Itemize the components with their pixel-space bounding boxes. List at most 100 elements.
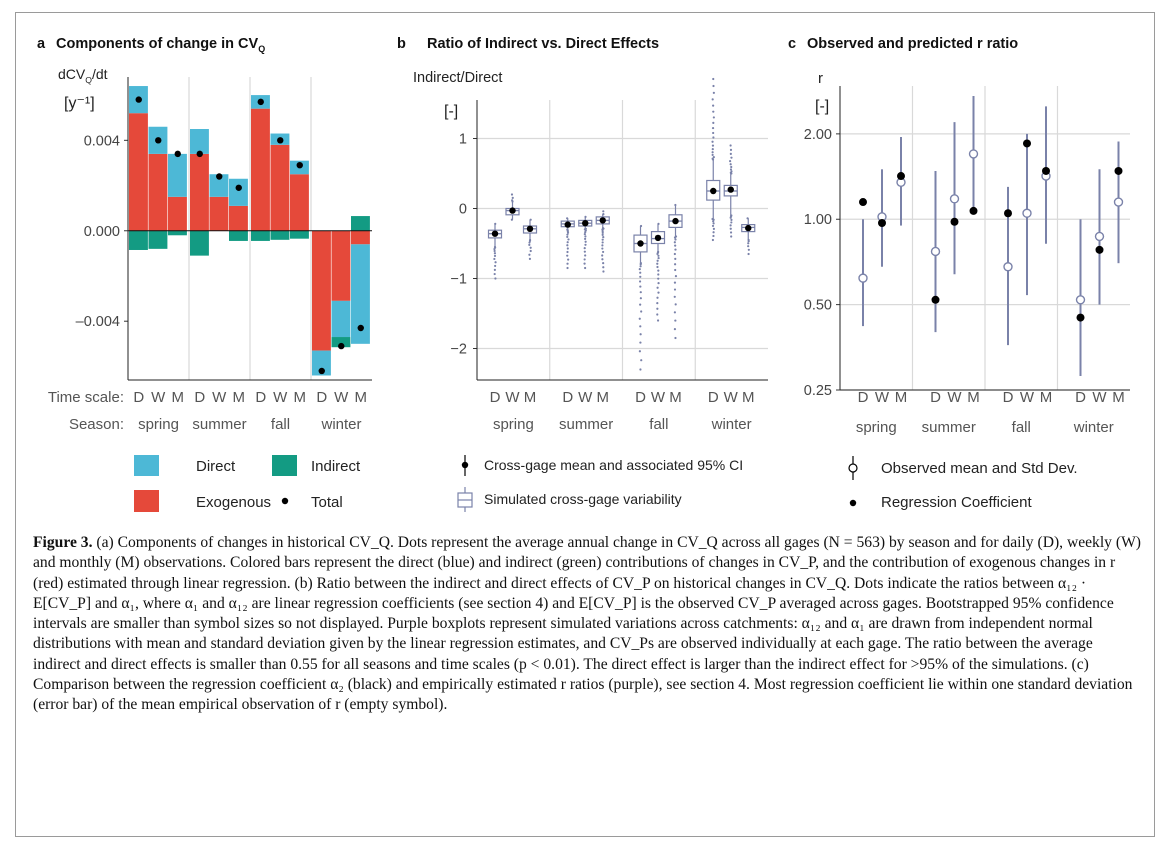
outlier-point <box>712 234 715 238</box>
observed-mean-point <box>858 273 868 283</box>
outlier-point <box>511 196 514 199</box>
outlier-point <box>528 241 531 244</box>
legend-swatch-indirect <box>272 455 297 476</box>
total-dot <box>155 137 162 144</box>
timescale-tick: W <box>1092 389 1107 406</box>
outlier-point <box>528 243 531 246</box>
y-tick-label: 0.25 <box>804 383 832 399</box>
timescale-tick: W <box>273 389 288 406</box>
legend-label-reg: Regression Coefficient <box>881 494 1032 511</box>
panel-title: Ratio of Indirect vs. Direct Effects <box>427 36 659 52</box>
bar-exogenous <box>209 196 229 231</box>
bar-direct <box>168 153 187 197</box>
bar-indirect <box>251 230 270 241</box>
outlier-point <box>566 241 569 244</box>
y-tick-label: 1.00 <box>804 212 832 228</box>
outlier-point <box>566 247 569 250</box>
timescale-axis-label: Time scale: <box>48 389 124 406</box>
outlier-point <box>639 297 642 300</box>
total-dot <box>257 98 264 106</box>
season-axis-label: Season: <box>69 416 124 433</box>
y-tick-label: −1 <box>450 272 467 288</box>
mean-dot <box>654 234 662 242</box>
bar-exogenous <box>331 230 351 301</box>
legend-swatch-mean <box>461 461 469 469</box>
outlier-point <box>510 193 514 196</box>
y-tick-label: 0.004 <box>84 133 120 149</box>
timescale-tick: W <box>1020 389 1035 406</box>
outlier-point <box>639 265 642 268</box>
outlier-point <box>639 325 642 328</box>
outlier-point <box>493 272 496 276</box>
outlier-point <box>493 268 496 271</box>
outlier-point <box>494 277 497 280</box>
timescale-tick: W <box>151 389 166 406</box>
panel-letter: c <box>788 36 796 52</box>
season-tick: fall <box>649 416 668 433</box>
season-tick: summer <box>559 416 613 433</box>
outlier-point <box>730 170 733 173</box>
mean-dot <box>582 220 589 227</box>
outlier-point <box>639 285 642 288</box>
bar-direct <box>190 129 209 154</box>
outlier-point <box>657 254 660 257</box>
timescale-tick: W <box>212 389 227 406</box>
outlier-point <box>730 218 733 221</box>
bar-indirect <box>168 230 187 236</box>
outlier-point <box>673 288 677 291</box>
y-tick-label: 1 <box>459 132 467 148</box>
timescale-tick: M <box>669 389 682 406</box>
total-dot <box>174 150 181 158</box>
regression-coefficient-point <box>969 206 978 215</box>
outlier-point <box>730 156 733 159</box>
timescale-tick: M <box>524 389 537 406</box>
outlier-point <box>712 136 715 139</box>
figure-caption: Figure 3. (a) Components of changes in h… <box>33 533 1143 716</box>
outlier-point <box>729 163 732 166</box>
panel-letter: b <box>397 36 406 52</box>
mean-dot <box>637 240 644 247</box>
outlier-point <box>712 104 715 107</box>
mean-dot <box>599 217 606 224</box>
outlier-point <box>673 295 676 298</box>
outlier-point <box>528 253 531 256</box>
legend-label-indirect: Indirect <box>311 458 361 475</box>
outlier-point <box>657 269 660 272</box>
bar-direct <box>229 178 248 206</box>
regression-coefficient-point <box>931 295 940 304</box>
y-tick-label: –0.004 <box>76 314 120 330</box>
mean-dot <box>526 225 534 232</box>
bar-indirect <box>290 230 309 239</box>
bar-exogenous <box>351 230 370 245</box>
outlier-point <box>584 254 587 257</box>
timescale-tick: W <box>651 389 666 406</box>
timescale-tick: M <box>597 389 610 406</box>
y-axis-label: r <box>818 70 823 87</box>
bar-exogenous <box>148 153 168 231</box>
outlier-point <box>730 165 733 169</box>
outlier-point <box>656 252 659 256</box>
outlier-point <box>712 91 715 94</box>
outlier-point <box>729 168 733 171</box>
outlier-point <box>602 210 605 213</box>
outlier-point <box>712 77 715 81</box>
regression-coefficient-point <box>1076 313 1085 322</box>
timescale-tick: M <box>1112 389 1125 406</box>
legend-label-total: Total <box>311 494 343 511</box>
mean-dot <box>509 207 516 214</box>
outlier-point <box>584 243 587 246</box>
outlier-point <box>639 275 642 278</box>
outlier-point <box>566 266 569 270</box>
outlier-point <box>640 310 643 313</box>
outlier-point <box>729 152 732 156</box>
y-tick-label: 0.50 <box>804 298 832 314</box>
outlier-point <box>711 151 714 154</box>
outlier-point <box>712 110 715 113</box>
mean-dot <box>745 224 752 232</box>
legend-swatch-reg <box>849 499 857 507</box>
outlier-point <box>656 319 660 322</box>
outlier-point <box>729 160 732 163</box>
y-tick-label: 0.000 <box>84 224 120 240</box>
outlier-point <box>656 296 659 299</box>
outlier-point <box>639 341 642 344</box>
